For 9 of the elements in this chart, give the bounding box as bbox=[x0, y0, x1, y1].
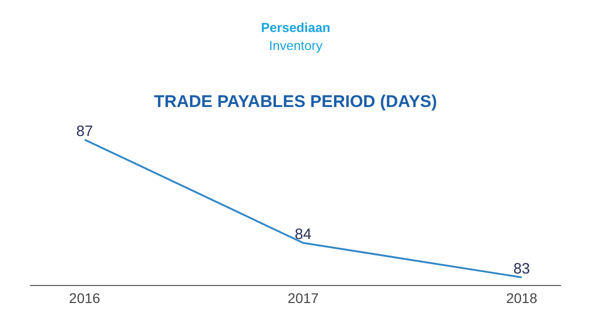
x-tick-label: 2018 bbox=[506, 290, 538, 306]
x-tick-label: 2017 bbox=[288, 290, 319, 306]
x-tick-label: 2016 bbox=[69, 290, 100, 306]
text: Inventory bbox=[269, 38, 323, 53]
data-label: 87 bbox=[76, 122, 93, 140]
data-label: 84 bbox=[294, 226, 312, 244]
data-label: 83 bbox=[513, 260, 530, 278]
text: Persediaan bbox=[261, 20, 330, 35]
chart-title: TRADE PAYABLES PERIOD (DAYS) bbox=[154, 92, 438, 111]
